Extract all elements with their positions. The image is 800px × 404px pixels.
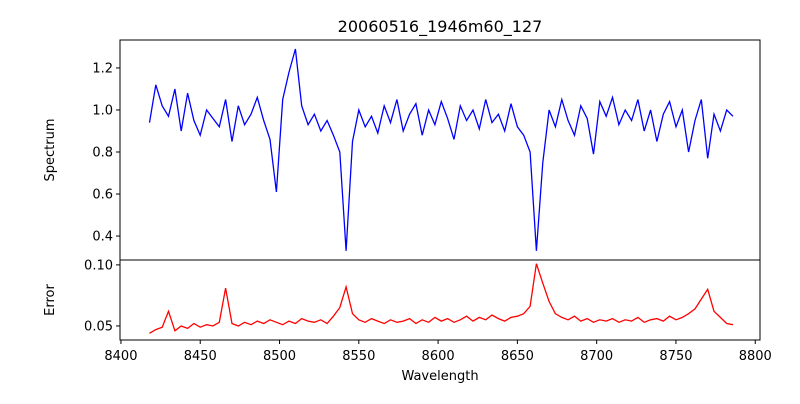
x-tick-label: 8550: [342, 349, 375, 364]
spectrum-ytick-label: 0.8: [92, 145, 113, 160]
spectrum-ytick-label: 1.2: [92, 61, 113, 76]
x-tick-label: 8500: [263, 349, 296, 364]
x-tick-label: 8600: [422, 349, 455, 364]
x-tick-label: 8400: [104, 349, 137, 364]
spectrum-line: [148, 48, 734, 251]
x-tick-label: 8450: [184, 349, 217, 364]
error-ytick-label: 0.05: [84, 319, 113, 334]
spectrum-ytick-label: 0.4: [92, 230, 113, 245]
y-axis-label-spectrum: Spectrum: [43, 119, 58, 182]
error-line: [149, 263, 734, 334]
x-tick-label: 8750: [659, 349, 692, 364]
spectrum-axes-frame: [119, 39, 761, 261]
error-ytick-label: 0.10: [84, 258, 113, 273]
spectrum-ytick-label: 0.6: [92, 188, 113, 203]
chart-title: 20060516_1946m60_127: [338, 17, 543, 37]
x-tick-label: 8800: [739, 349, 772, 364]
y-axis-label-error: Error: [43, 284, 58, 316]
x-tick-label: 8650: [501, 349, 534, 364]
spectrum-ytick-label: 1.0: [92, 103, 113, 118]
x-tick-label: 8700: [580, 349, 613, 364]
error-axes-frame: [119, 259, 761, 341]
x-axis-label: Wavelength: [401, 369, 478, 384]
